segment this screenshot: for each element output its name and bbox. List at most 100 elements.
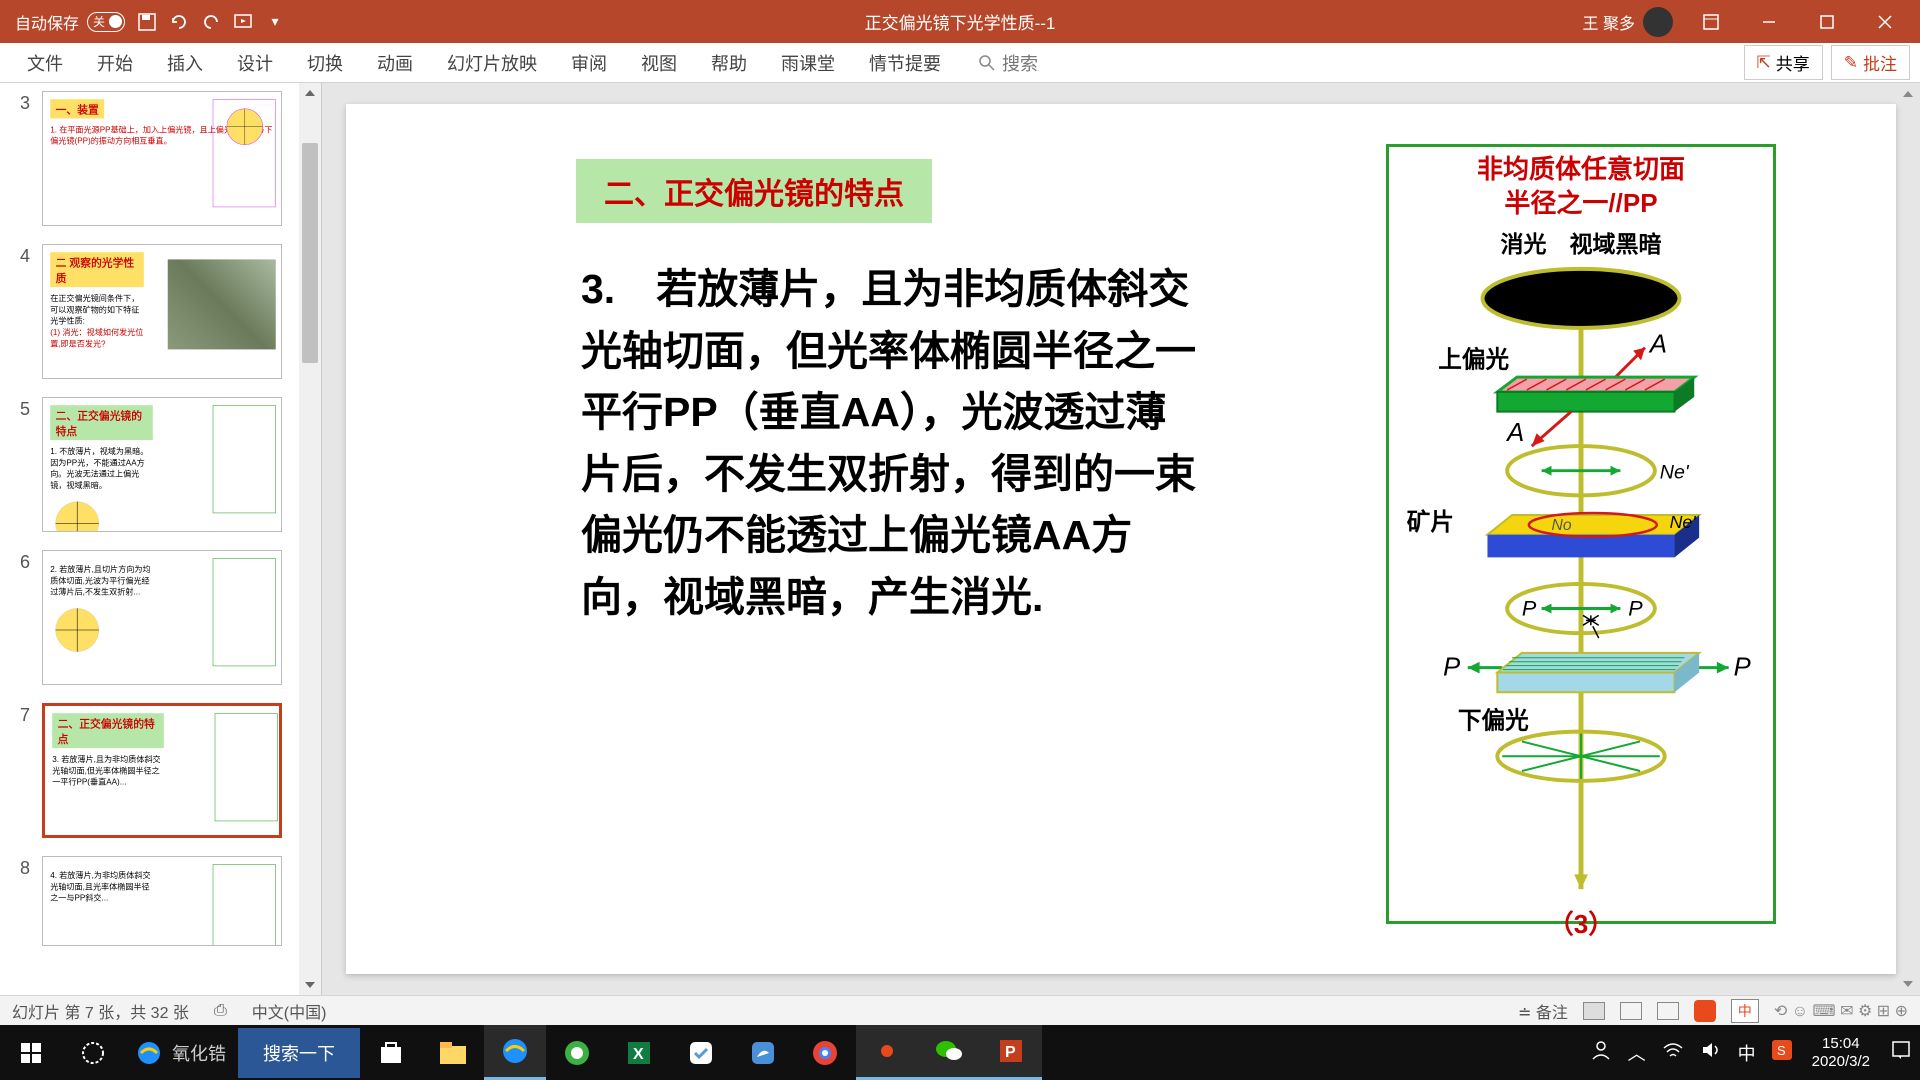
sogou-tray-icon[interactable]: S — [1764, 1040, 1800, 1065]
cortana-icon[interactable] — [62, 1025, 124, 1080]
scroll-thumb[interactable] — [302, 143, 318, 363]
autosave-toggle[interactable]: 自动保存 关 — [15, 10, 125, 34]
search-placeholder: 搜索 — [1002, 50, 1038, 76]
toggle-switch[interactable]: 关 — [87, 12, 125, 32]
language-indicator[interactable]: 中文(中国) — [252, 999, 327, 1023]
autosave-label: 自动保存 — [15, 10, 79, 34]
tab-view[interactable]: 视图 — [624, 43, 694, 83]
present-icon[interactable] — [233, 12, 253, 32]
store-icon[interactable] — [360, 1025, 422, 1080]
label-upper-polarizer: 上偏光 — [1438, 345, 1509, 373]
tab-help[interactable]: 帮助 — [694, 43, 764, 83]
label-p-right: P — [1734, 653, 1751, 681]
ie-app-icon[interactable] — [484, 1025, 546, 1080]
taskbar-left: 氧化锆 搜索一下 X P — [0, 1025, 1042, 1080]
tab-transitions[interactable]: 切换 — [290, 43, 360, 83]
wechat-icon[interactable] — [918, 1025, 980, 1080]
normal-view-icon[interactable] — [1583, 1002, 1605, 1020]
tray-sogou-icon[interactable] — [1694, 1000, 1716, 1022]
diagram-box: 非均质体任意切面 半径之一//PP 消光 视域黑暗 上偏光 A — [1386, 144, 1776, 924]
label-p-inner-r: P — [1628, 595, 1643, 620]
ime-indicator[interactable]: 中 — [1731, 999, 1759, 1023]
accessibility-icon[interactable]: ⎙ — [214, 1002, 227, 1020]
excel-icon[interactable]: X — [608, 1025, 670, 1080]
diagram-number: （3） — [1389, 904, 1773, 941]
wifi-icon[interactable] — [1654, 1040, 1692, 1065]
slide-thumb-7[interactable]: 二、正交偏光镜的特点 3. 若放薄片,且为非均质体斜交光轴切面,但光率体椭圆半径… — [42, 703, 282, 838]
notes-button[interactable]: ≐ 备注 — [1518, 999, 1568, 1023]
slide-thumb-5[interactable]: 二、正交偏光镜的特点 1. 不放薄片，视域为黑暗。因为PP光，不能通过AA方向。… — [42, 397, 282, 532]
bird-icon[interactable] — [732, 1025, 794, 1080]
undo-icon[interactable] — [169, 12, 189, 32]
thumb-scrollbar[interactable] — [299, 83, 321, 995]
tab-rain[interactable]: 雨课堂 — [764, 43, 852, 83]
svg-text:S: S — [1777, 1043, 1786, 1058]
tab-animations[interactable]: 动画 — [360, 43, 430, 83]
ribbon-options-icon[interactable] — [1691, 2, 1731, 42]
share-button[interactable]: ⇱共享 — [1744, 45, 1823, 80]
slide-thumb-4[interactable]: 二 观察的光学性质 在正交偏光镜间条件下，可以观察矿物的如下特征光学性质:(1)… — [42, 244, 282, 379]
label-mineral: 矿片 — [1407, 507, 1454, 535]
label-p-left: P — [1443, 653, 1460, 681]
powerpoint-icon[interactable]: P — [980, 1025, 1042, 1080]
user-name: 王 聚多 — [1583, 10, 1635, 34]
slide-canvas[interactable]: 二、正交偏光镜的特点 3. 若放薄片，且为非均质体斜交光轴切面，但光率体椭圆半径… — [346, 104, 1896, 974]
tab-story[interactable]: 情节提要 — [852, 43, 958, 83]
user-account[interactable]: 王 聚多 — [1583, 7, 1673, 37]
minimize-icon[interactable] — [1749, 2, 1789, 42]
tab-file[interactable]: 文件 — [10, 43, 80, 83]
slide-thumb-3[interactable]: 一、装置 1. 在平面光源PP基础上，加入上偏光镜，且上偏光镜(AA)与下偏光镜… — [42, 91, 282, 226]
optical-diagram: 上偏光 A — [1389, 259, 1773, 899]
svg-text:X: X — [633, 1046, 644, 1063]
explorer-icon[interactable] — [422, 1025, 484, 1080]
diagram-title: 非均质体任意切面 半径之一//PP — [1389, 147, 1773, 221]
thumb-num: 5 — [8, 397, 30, 420]
label-lower-polarizer: 下偏光 — [1458, 706, 1529, 734]
svg-text:P: P — [1005, 1044, 1016, 1061]
volume-icon[interactable] — [1692, 1040, 1730, 1065]
ime-icon[interactable]: 中 — [1730, 1040, 1764, 1066]
thumb-row-5: 5 二、正交偏光镜的特点 1. 不放薄片，视域为黑暗。因为PP光，不能通过AA方… — [0, 397, 321, 532]
clock[interactable]: 15:04 2020/3/2 — [1800, 1035, 1882, 1071]
sorter-view-icon[interactable] — [1620, 1002, 1642, 1020]
title-bar-left: 自动保存 关 ▾ — [0, 10, 285, 34]
tab-review[interactable]: 审阅 — [554, 43, 624, 83]
tab-design[interactable]: 设计 — [220, 43, 290, 83]
date: 2020/3/2 — [1812, 1053, 1870, 1071]
save-icon[interactable] — [137, 12, 157, 32]
slide-counter: 幻灯片 第 7 张，共 32 张 — [12, 999, 189, 1023]
thumb-row-3: 3 一、装置 1. 在平面光源PP基础上，加入上偏光镜，且上偏光镜(AA)与下偏… — [0, 91, 321, 226]
thumb-row-7: 7 二、正交偏光镜的特点 3. 若放薄片,且为非均质体斜交光轴切面,但光率体椭圆… — [0, 703, 321, 838]
main-area: 3 一、装置 1. 在平面光源PP基础上，加入上偏光镜，且上偏光镜(AA)与下偏… — [0, 83, 1920, 995]
comments-button[interactable]: ✎批注 — [1831, 45, 1910, 80]
start-button[interactable] — [0, 1025, 62, 1080]
thumb-num: 8 — [8, 856, 30, 879]
todo-icon[interactable] — [670, 1025, 732, 1080]
more-icon[interactable]: ▾ — [265, 12, 285, 32]
slide-thumb-8[interactable]: 4. 若放薄片,为非均质体斜交光轴切面,且光率体椭圆半径之一与PP斜交... — [42, 856, 282, 946]
redo-icon[interactable] — [201, 12, 221, 32]
slide-thumb-6[interactable]: 2. 若放薄片,且切片方向为均质体切面,光波为平行偏光经过薄片后,不发生双折射.… — [42, 550, 282, 685]
slide-body-text: 3. 若放薄片，且为非均质体斜交光轴切面，但光率体椭圆半径之一平行PP（垂直AA… — [581, 259, 1201, 628]
taskbar-browser-tab[interactable]: 氧化锆 — [124, 1025, 238, 1080]
people-icon[interactable] — [1582, 1039, 1620, 1066]
section-title: 二、正交偏光镜的特点 — [576, 159, 932, 223]
chevron-up-icon[interactable]: ︿ — [1620, 1040, 1654, 1066]
recording-icon[interactable] — [856, 1025, 918, 1080]
search-button[interactable]: 搜索一下 — [238, 1028, 360, 1078]
reading-view-icon[interactable] — [1657, 1002, 1679, 1020]
ribbon-tabs: 文件 开始 插入 设计 切换 动画 幻灯片放映 审阅 视图 帮助 雨课堂 情节提… — [0, 43, 958, 83]
tab-home[interactable]: 开始 — [80, 43, 150, 83]
editor-scrollbar[interactable] — [1898, 83, 1918, 995]
maximize-icon[interactable] — [1807, 2, 1847, 42]
label-no: No — [1551, 516, 1571, 533]
close-icon[interactable] — [1865, 2, 1905, 42]
tab-slideshow[interactable]: 幻灯片放映 — [430, 43, 554, 83]
notifications-icon[interactable] — [1882, 1039, 1920, 1066]
search-box[interactable]: 搜索 — [978, 50, 1038, 76]
360-icon[interactable] — [546, 1025, 608, 1080]
tab-insert[interactable]: 插入 — [150, 43, 220, 83]
ribbon-right: ⇱共享 ✎批注 — [1744, 45, 1911, 80]
chrome-icon[interactable] — [794, 1025, 856, 1080]
time: 15:04 — [1812, 1035, 1870, 1053]
